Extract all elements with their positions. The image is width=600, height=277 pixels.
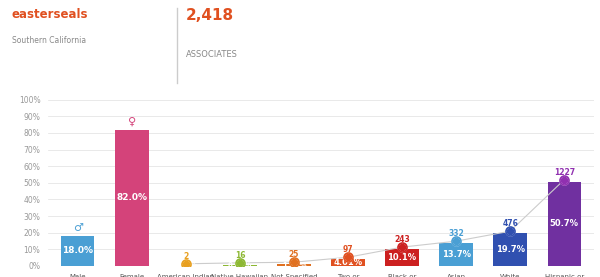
Text: 25: 25 — [289, 250, 299, 259]
Text: 1.03%: 1.03% — [282, 262, 306, 268]
Bar — [439, 243, 473, 266]
Bar — [223, 265, 257, 266]
Text: 332: 332 — [448, 229, 464, 238]
Text: 0.08%: 0.08% — [173, 262, 198, 268]
Text: 82.0%: 82.0% — [116, 193, 147, 202]
Bar — [61, 236, 94, 266]
Text: 13.7%: 13.7% — [442, 250, 470, 259]
Text: Southern California: Southern California — [12, 36, 86, 45]
Text: 1227: 1227 — [554, 168, 575, 177]
Text: 0.66%: 0.66% — [228, 262, 252, 268]
Text: 10.1%: 10.1% — [388, 253, 416, 262]
Text: 16: 16 — [235, 251, 245, 260]
Bar — [493, 233, 527, 266]
Text: 18.0%: 18.0% — [62, 247, 93, 255]
Text: 2,418: 2,418 — [186, 8, 234, 23]
Text: easterseals: easterseals — [12, 8, 89, 21]
Bar — [548, 182, 581, 266]
Bar — [385, 249, 419, 266]
Bar — [331, 259, 365, 266]
Text: 476: 476 — [502, 219, 518, 228]
Text: ♀: ♀ — [128, 116, 136, 126]
Text: 4.01%: 4.01% — [334, 258, 362, 267]
Text: ♂: ♂ — [73, 223, 83, 233]
Text: ASSOCIATES: ASSOCIATES — [186, 50, 238, 59]
Text: 50.7%: 50.7% — [550, 219, 579, 228]
Bar — [115, 130, 149, 266]
Text: 19.7%: 19.7% — [496, 245, 525, 254]
Text: 243: 243 — [394, 235, 410, 244]
Text: 2: 2 — [183, 252, 188, 261]
Bar — [277, 264, 311, 266]
Text: 97: 97 — [343, 245, 353, 254]
